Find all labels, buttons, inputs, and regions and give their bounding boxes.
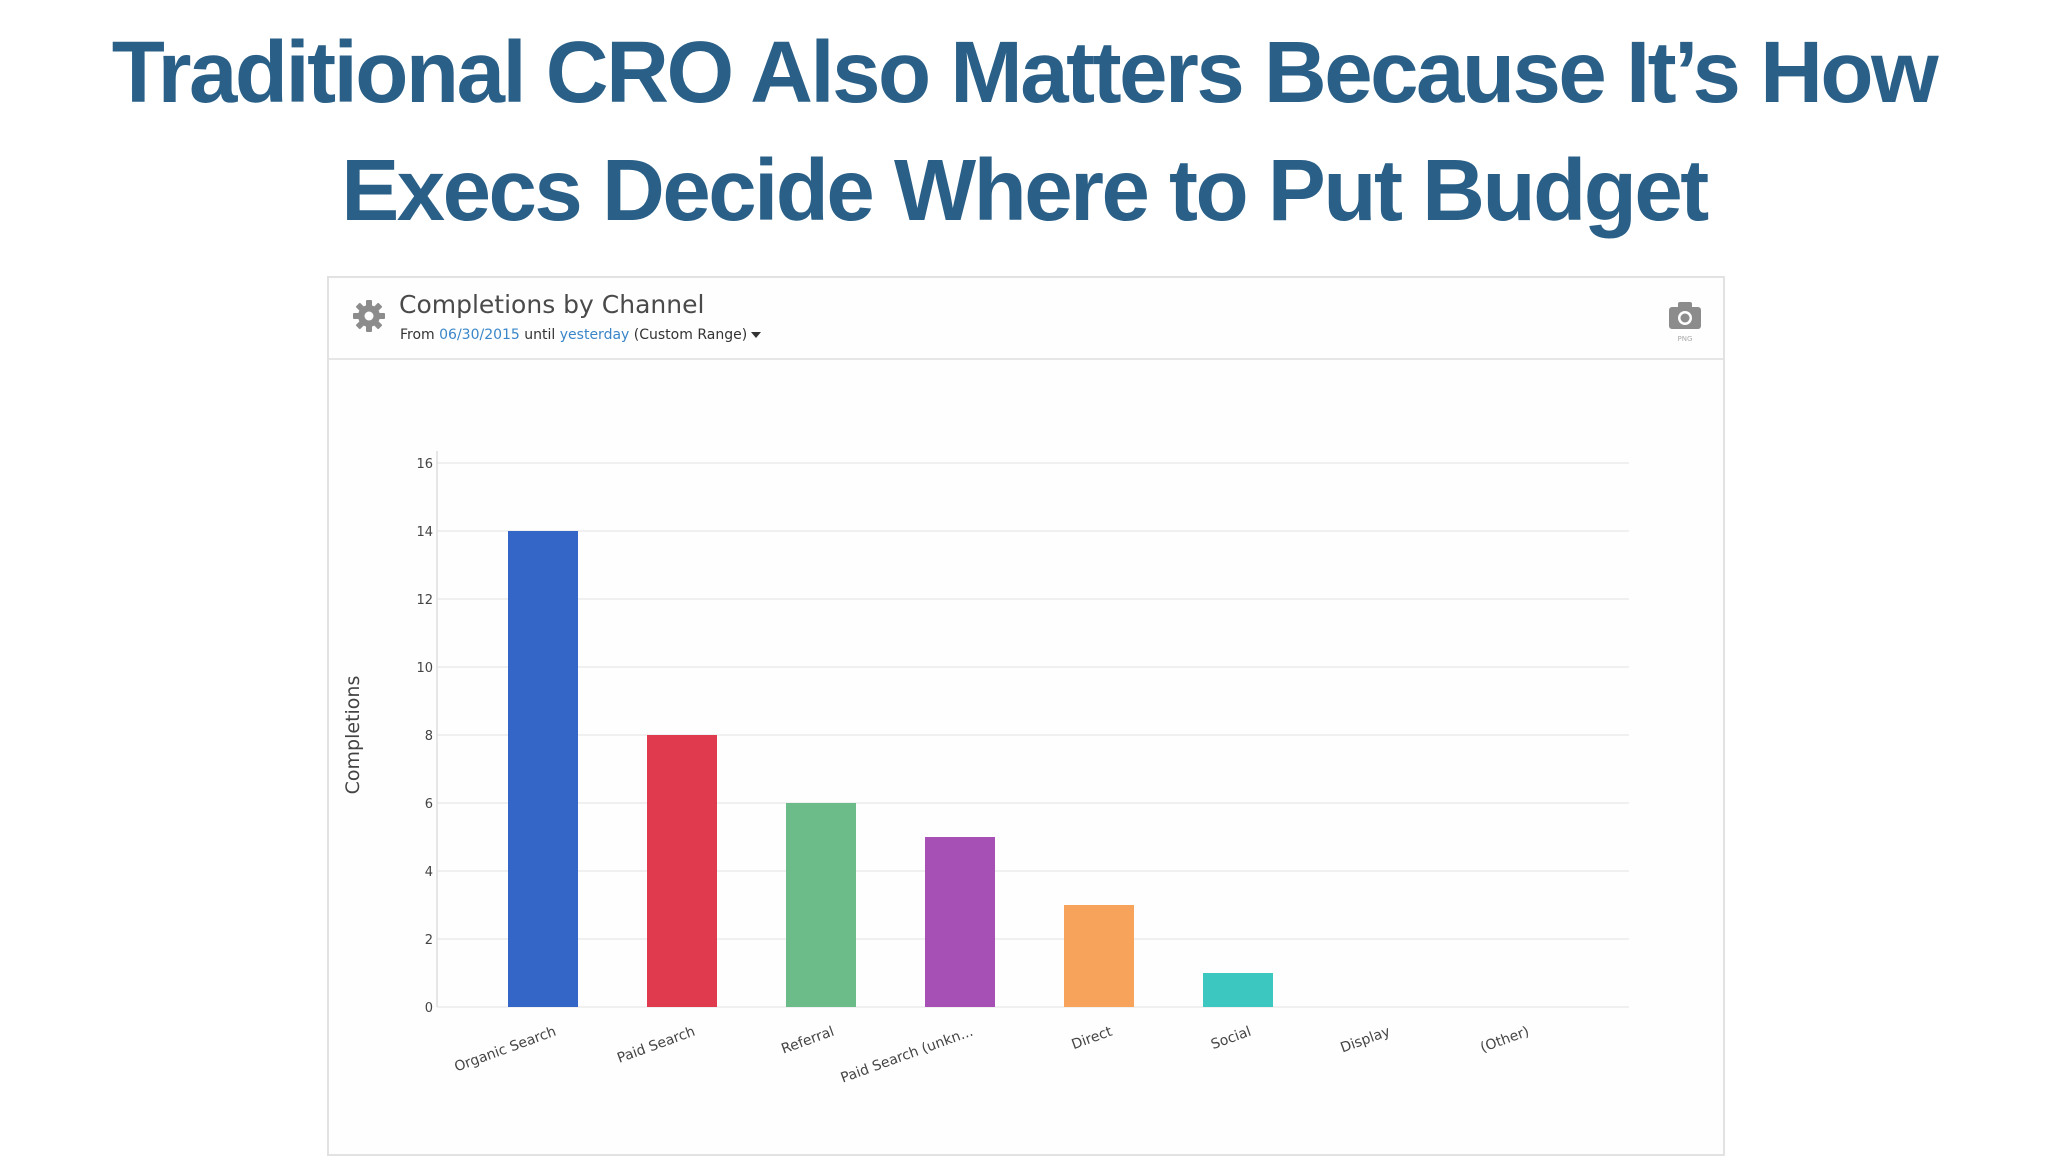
y-tick-label: 6 bbox=[425, 797, 433, 812]
bar bbox=[1064, 905, 1134, 1007]
x-tick-label: Paid Search bbox=[615, 1024, 697, 1067]
x-tick-label: Organic Search bbox=[452, 1024, 558, 1076]
chart-widget: Completions by Channel From 06/30/2015 u… bbox=[327, 276, 1725, 1156]
from-date-link[interactable]: 06/30/2015 bbox=[439, 327, 520, 343]
slide-title-line-1: Traditional CRO Also Matters Because It’… bbox=[111, 24, 1939, 121]
x-tick-label: Referral bbox=[779, 1024, 836, 1058]
y-axis-label: Completions bbox=[342, 676, 364, 795]
y-tick-label: 4 bbox=[425, 865, 433, 880]
y-tick-label: 8 bbox=[425, 729, 433, 744]
widget-title: Completions by Channel bbox=[399, 290, 705, 319]
x-tick-label: (Other) bbox=[1478, 1024, 1531, 1056]
range-dropdown-caret-icon[interactable] bbox=[751, 332, 762, 338]
x-tick-label: Paid Search (unkn... bbox=[839, 1024, 976, 1087]
bar bbox=[1203, 973, 1273, 1007]
bar bbox=[925, 837, 995, 1007]
export-label: PNG bbox=[1678, 335, 1693, 343]
y-tick-label: 16 bbox=[416, 457, 433, 472]
x-tick-label: Social bbox=[1209, 1024, 1253, 1053]
y-tick-label: 2 bbox=[425, 933, 433, 948]
until-label: until bbox=[524, 327, 556, 343]
y-tick-label: 12 bbox=[416, 593, 433, 608]
x-tick-label: Display bbox=[1338, 1024, 1392, 1057]
slide-title: Traditional CRO Also Matters Because It’… bbox=[0, 14, 2048, 250]
camera-icon[interactable]: PNG bbox=[1667, 298, 1703, 344]
bar-chart: 0 2 4 6 8 10 12 14 16 Completions Organic Search Pa… bbox=[342, 451, 1629, 1087]
bar bbox=[647, 735, 717, 1007]
slide-title-line-2: Execs Decide Where to Put Budget bbox=[341, 142, 1709, 239]
gear-icon[interactable] bbox=[351, 298, 387, 334]
y-tick-label: 14 bbox=[416, 525, 433, 540]
bar bbox=[508, 531, 578, 1007]
range-label[interactable]: (Custom Range) bbox=[633, 327, 748, 343]
until-date-link[interactable]: yesterday bbox=[559, 327, 630, 343]
date-range: From 06/30/2015 until yesterday (Custom … bbox=[400, 327, 762, 343]
from-label: From bbox=[400, 327, 435, 343]
y-tick-label: 10 bbox=[416, 661, 433, 676]
widget-header: Completions by Channel From 06/30/2015 u… bbox=[329, 278, 1723, 360]
bar bbox=[786, 803, 856, 1007]
x-tick-label: Direct bbox=[1070, 1024, 1115, 1054]
y-tick-label: 0 bbox=[425, 1001, 433, 1016]
